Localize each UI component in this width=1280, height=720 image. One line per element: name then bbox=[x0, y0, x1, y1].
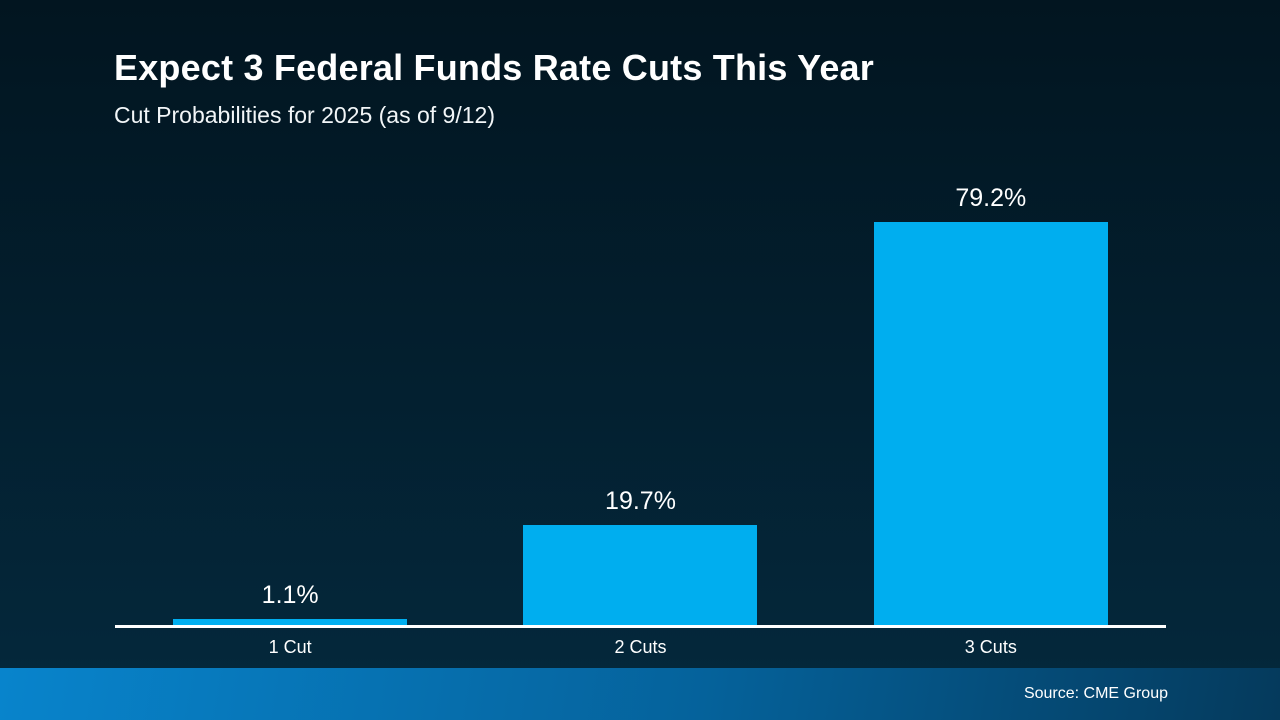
page-title: Expect 3 Federal Funds Rate Cuts This Ye… bbox=[114, 47, 874, 88]
source-attribution: Source: CME Group bbox=[1023, 685, 1168, 702]
plot-area: 1.1% 19.7% 79.2% bbox=[115, 160, 1166, 625]
bar-3-cuts bbox=[873, 222, 1108, 625]
slide-header: Expect 3 Federal Funds Rate Cuts This Ye… bbox=[114, 48, 1200, 129]
x-axis-labels: 1 Cut 2 Cuts 3 Cuts bbox=[115, 637, 1166, 658]
page-subtitle: Cut Probabilities for 2025 (as of 9/12) bbox=[114, 101, 495, 128]
bar-value-label: 1.1% bbox=[261, 581, 319, 609]
bar-group-3-cuts: 79.2% bbox=[816, 160, 1166, 625]
x-tick-label-3-cuts: 3 Cuts bbox=[964, 637, 1017, 657]
bar-1-cut bbox=[173, 619, 408, 625]
x-tick-label-1-cut: 1 Cut bbox=[268, 637, 312, 657]
x-tick-label-2-cuts: 2 Cuts bbox=[614, 637, 667, 657]
x-axis-line bbox=[115, 625, 1166, 628]
bar-group-2-cuts: 19.7% bbox=[465, 160, 815, 625]
bar-value-label: 79.2% bbox=[955, 184, 1027, 212]
bar-2-cuts bbox=[523, 525, 758, 625]
footer-bar: Source: CME Group bbox=[0, 668, 1280, 720]
bar-chart: 1.1% 19.7% 79.2% bbox=[115, 160, 1166, 625]
bar-group-1-cut: 1.1% bbox=[115, 160, 465, 625]
bar-value-label: 19.7% bbox=[605, 487, 676, 515]
